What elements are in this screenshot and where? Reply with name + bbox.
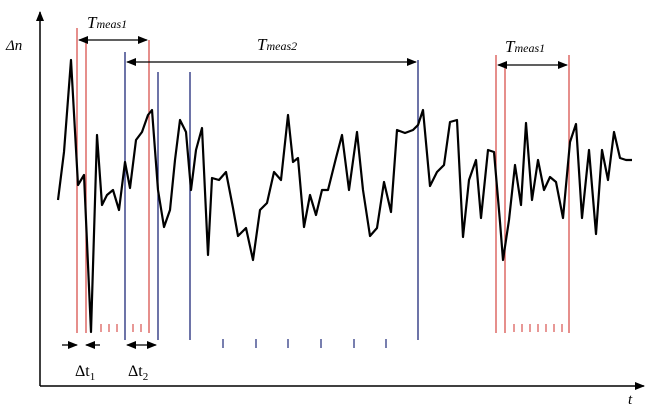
red-window-right <box>495 55 570 333</box>
tmeas1-right-label: Tmeas1 <box>505 37 545 56</box>
dt1-label: Δt1 <box>75 363 95 383</box>
red-ticks-right <box>513 324 563 332</box>
red-window-left <box>76 28 150 333</box>
signal-trace <box>56 58 632 334</box>
dt2-label: Δt2 <box>128 363 148 383</box>
red-ticks-left <box>100 324 142 332</box>
blue-ticks <box>222 339 387 348</box>
tmeas1-left-label: Tmeas1 <box>87 13 127 32</box>
y-axis-label: Δn <box>5 38 22 54</box>
tmeas2-label: Tmeas2 <box>257 35 297 54</box>
x-axis-label: t <box>628 392 633 406</box>
blue-window-lines <box>124 52 419 340</box>
